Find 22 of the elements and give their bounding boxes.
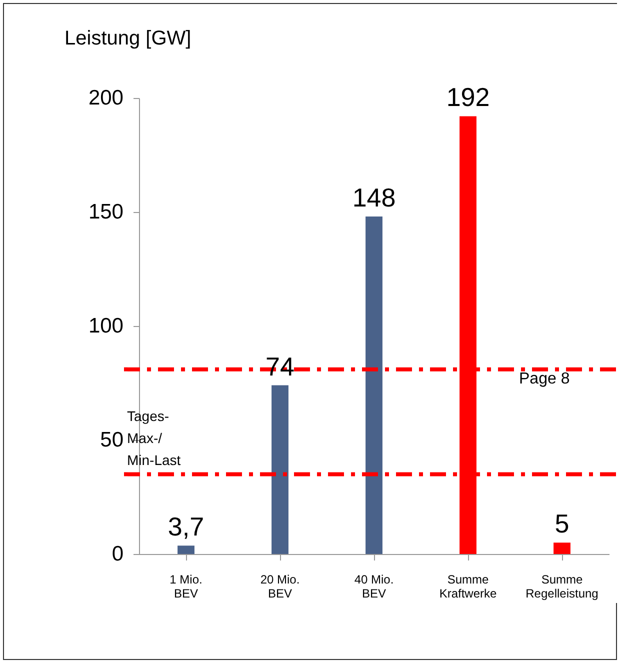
- annotation: Tages- Max-/ Min-Last: [127, 408, 181, 468]
- y-tick-label: 150: [88, 200, 124, 224]
- x-tick-label: Summe Kraftwerke: [439, 572, 497, 600]
- bar: [554, 542, 570, 554]
- y-axis-title: Leistung [GW]: [64, 28, 192, 50]
- data-label: 5: [554, 508, 570, 539]
- data-label: 148: [352, 182, 396, 213]
- data-label: 192: [446, 82, 490, 112]
- y-tick-label: 100: [88, 314, 124, 338]
- bar: [178, 546, 194, 554]
- x-tick-label: 1 Mio. BEV: [170, 572, 202, 600]
- x-tick-label: Summe Regelleistung: [526, 572, 598, 600]
- bar: [272, 385, 288, 554]
- data-label: 3,7: [168, 512, 204, 542]
- annotation: Page 8: [519, 370, 570, 388]
- x-tick-label: 40 Mio. BEV: [354, 572, 394, 600]
- y-tick-label: 0: [112, 542, 124, 566]
- data-label: 74: [266, 351, 294, 382]
- bar: [366, 216, 382, 554]
- y-tick-label: 50: [100, 428, 124, 452]
- y-tick-label: 200: [88, 86, 124, 110]
- x-tick-label: 20 Mio. BEV: [260, 572, 300, 600]
